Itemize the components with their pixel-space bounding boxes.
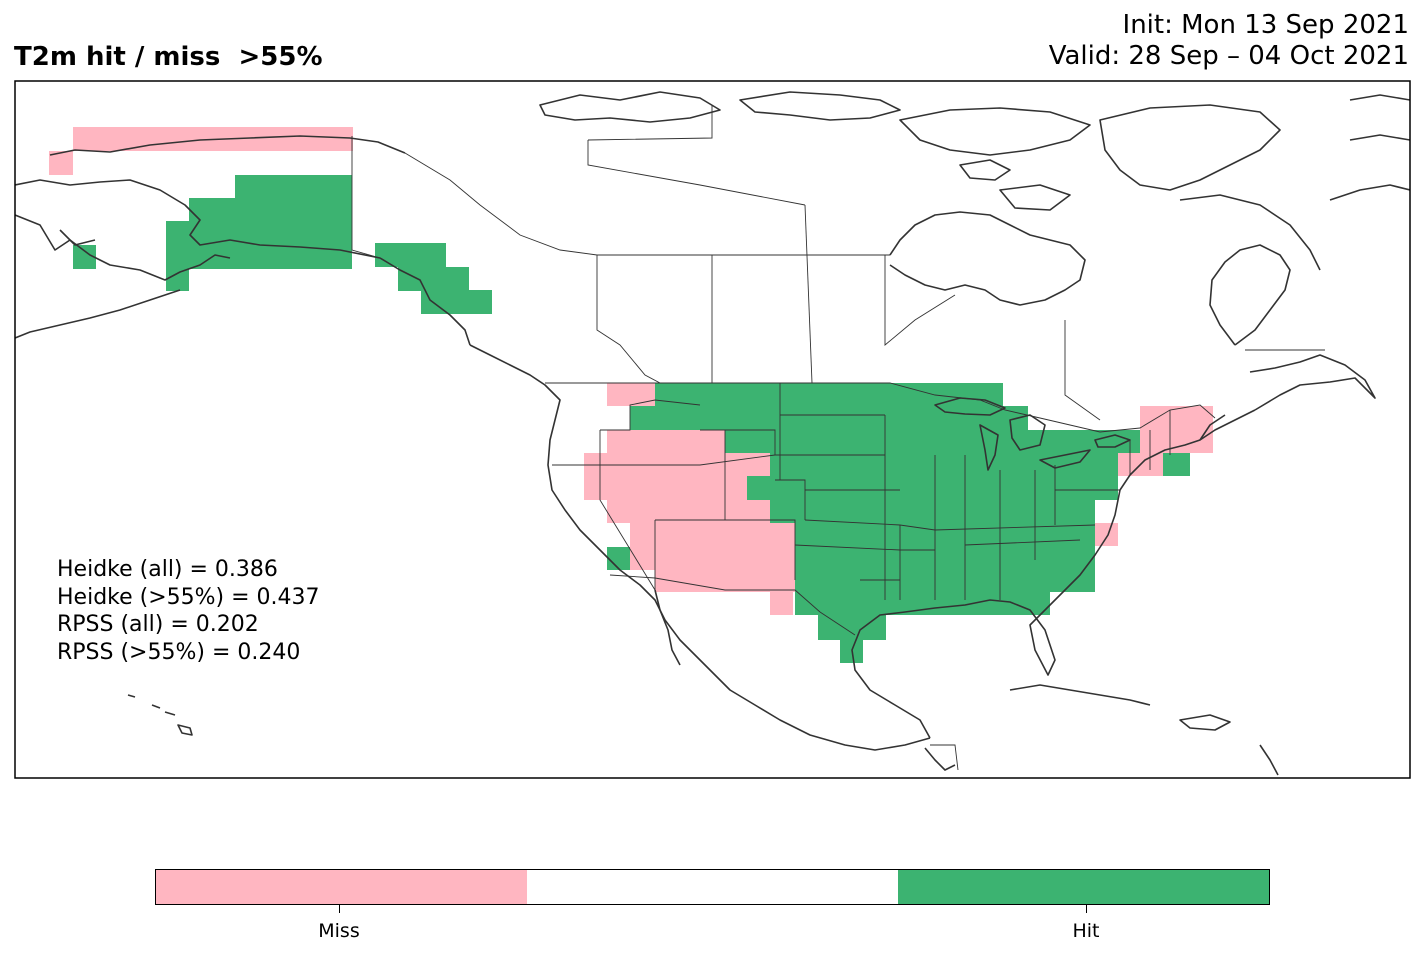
colorbar-tick-miss: [339, 905, 340, 913]
hit-cell: [375, 243, 446, 267]
rpss-55: RPSS (>55%) = 0.240: [57, 639, 301, 665]
hit-cell: [1072, 430, 1140, 453]
miss-cell: [725, 476, 747, 523]
hit-cell: [747, 476, 1118, 500]
colorbar-miss-segment: [156, 870, 527, 904]
colorbar-hit-segment: [898, 870, 1269, 904]
miss-cell: [1095, 523, 1118, 546]
valid-date: Valid: 28 Sep – 04 Oct 2021: [1048, 41, 1409, 71]
coastlines: [15, 91, 1410, 776]
hit-cell: [795, 523, 1095, 570]
skill-scores: Heidke (all) = 0.386 Heidke (>55%) = 0.4…: [57, 556, 320, 666]
miss-cell: [747, 500, 770, 523]
hit-cell: [655, 383, 1003, 430]
hit-cell: [1163, 453, 1190, 476]
rpss-all: RPSS (all) = 0.202: [57, 612, 259, 637]
hit-cell: [166, 221, 189, 291]
hit-cell: [630, 406, 655, 430]
miss-cell: [655, 570, 795, 592]
init-date: Init: Mon 13 Sep 2021: [1122, 10, 1409, 40]
heidke-55: Heidke (>55%) = 0.437: [57, 584, 320, 610]
map-frame: [14, 80, 1411, 779]
hit-cell: [770, 453, 1118, 476]
miss-cell: [1140, 406, 1213, 453]
miss-cell: [630, 523, 795, 570]
hit-cell: [795, 592, 1050, 615]
hit-cell: [235, 175, 352, 269]
hit-cell: [725, 430, 1140, 453]
miss-cell: [607, 430, 702, 476]
hit-cell: [795, 570, 1095, 592]
colorbar-label-miss: Miss: [318, 920, 360, 942]
miss-cell: [770, 590, 793, 615]
hit-cell: [607, 547, 630, 570]
miss-cell: [607, 383, 655, 406]
date-info: Init: Mon 13 Sep 2021 Valid: 28 Sep – 04…: [1049, 10, 1409, 72]
hit-cell: [73, 245, 96, 269]
heidke-all: Heidke (all) = 0.386: [57, 557, 278, 582]
political-borders: [351, 105, 1325, 771]
colorbar-label-hit: Hit: [1072, 920, 1100, 942]
miss-cell: [607, 476, 725, 523]
chart-title: T2m hit / miss >55%: [14, 42, 323, 72]
colorbar-tick-hit: [1086, 905, 1087, 913]
miss-cell: [584, 453, 607, 500]
hit-cell: [770, 500, 1095, 523]
colorbar: [155, 869, 1270, 905]
hit-miss-cells: [49, 127, 1213, 663]
hit-cell: [398, 267, 469, 291]
colorbar-neutral-segment: [527, 870, 898, 904]
